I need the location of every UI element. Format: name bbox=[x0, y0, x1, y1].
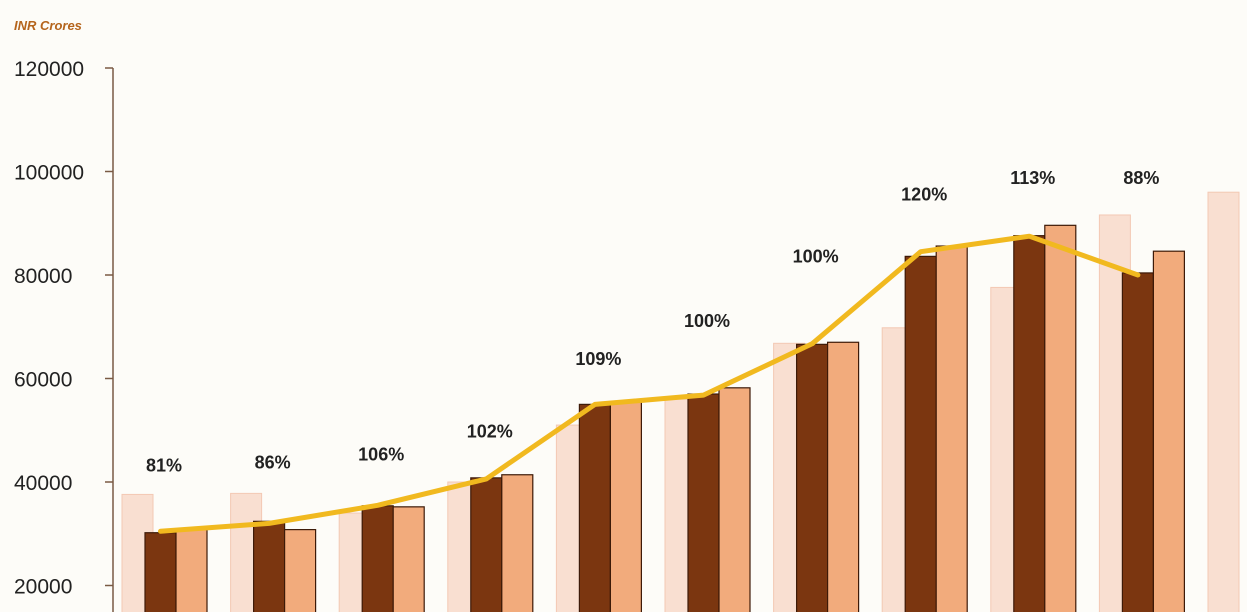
bar bbox=[609, 401, 643, 612]
percent-label: 120% bbox=[901, 184, 947, 204]
y-tick-label: 80000 bbox=[14, 265, 72, 288]
bar bbox=[253, 520, 286, 612]
percent-label: 100% bbox=[793, 247, 839, 267]
percent-label: 113% bbox=[1010, 168, 1055, 188]
bar bbox=[904, 255, 937, 612]
y-tick-label: 100000 bbox=[14, 162, 84, 185]
bar bbox=[1013, 235, 1046, 612]
bar bbox=[175, 529, 208, 612]
bar bbox=[795, 343, 829, 612]
bar bbox=[1152, 250, 1186, 612]
bar bbox=[501, 474, 534, 612]
bar bbox=[826, 341, 860, 612]
bar bbox=[284, 529, 317, 612]
y-tick-label: 20000 bbox=[14, 576, 72, 599]
percent-label: 100% bbox=[684, 311, 730, 331]
percent-label: 81% bbox=[146, 456, 182, 476]
percent-label: 102% bbox=[467, 421, 513, 441]
bar bbox=[718, 387, 751, 612]
bar bbox=[470, 477, 503, 612]
y-tick-label: 40000 bbox=[14, 472, 72, 495]
bar bbox=[1044, 224, 1077, 612]
y-tick-label: 120000 bbox=[14, 58, 84, 81]
trend-line bbox=[158, 233, 1141, 534]
percent-label: 86% bbox=[255, 453, 291, 473]
percent-label: 109% bbox=[575, 349, 621, 369]
bar bbox=[687, 393, 720, 612]
bar bbox=[1207, 191, 1240, 612]
percent-label: 106% bbox=[358, 444, 404, 464]
y-axis-unit-label: INR Crores bbox=[14, 18, 82, 33]
y-tick-label: 60000 bbox=[14, 369, 72, 392]
bar bbox=[935, 245, 968, 612]
bar bbox=[144, 532, 177, 612]
percent-label: 88% bbox=[1123, 168, 1159, 188]
bar bbox=[392, 506, 425, 612]
bar bbox=[361, 505, 394, 612]
bar bbox=[578, 403, 612, 612]
bar bbox=[1121, 272, 1155, 612]
